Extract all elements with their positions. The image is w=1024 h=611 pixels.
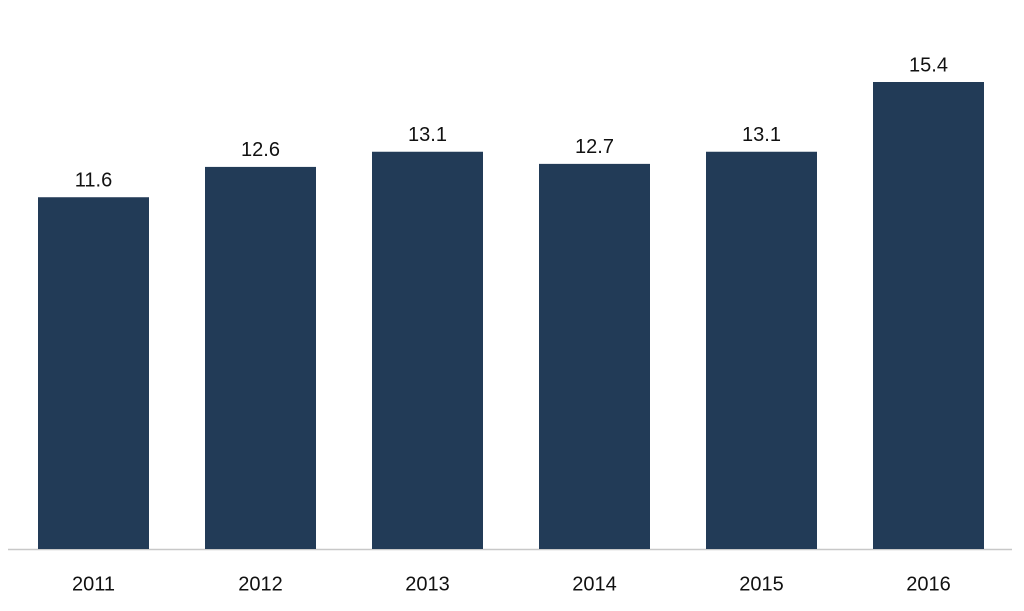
bar xyxy=(873,82,984,549)
bar xyxy=(706,151,817,549)
bar xyxy=(372,151,483,549)
x-tick-label: 2016 xyxy=(906,573,951,595)
x-tick-label: 2011 xyxy=(72,573,115,595)
value-label: 11.6 xyxy=(75,170,112,192)
value-label: 12.7 xyxy=(575,136,614,158)
x-tick-label: 2013 xyxy=(405,573,450,595)
bar xyxy=(205,166,316,549)
x-tick-label: 2012 xyxy=(238,573,283,595)
value-label: 13.1 xyxy=(742,124,781,146)
bar xyxy=(38,197,149,549)
value-label: 12.6 xyxy=(241,139,280,161)
x-tick-label: 2014 xyxy=(572,573,617,595)
x-tick-label: 2015 xyxy=(739,573,784,595)
bar xyxy=(539,163,650,549)
value-label: 13.1 xyxy=(408,124,447,146)
value-label: 15.4 xyxy=(909,54,948,76)
